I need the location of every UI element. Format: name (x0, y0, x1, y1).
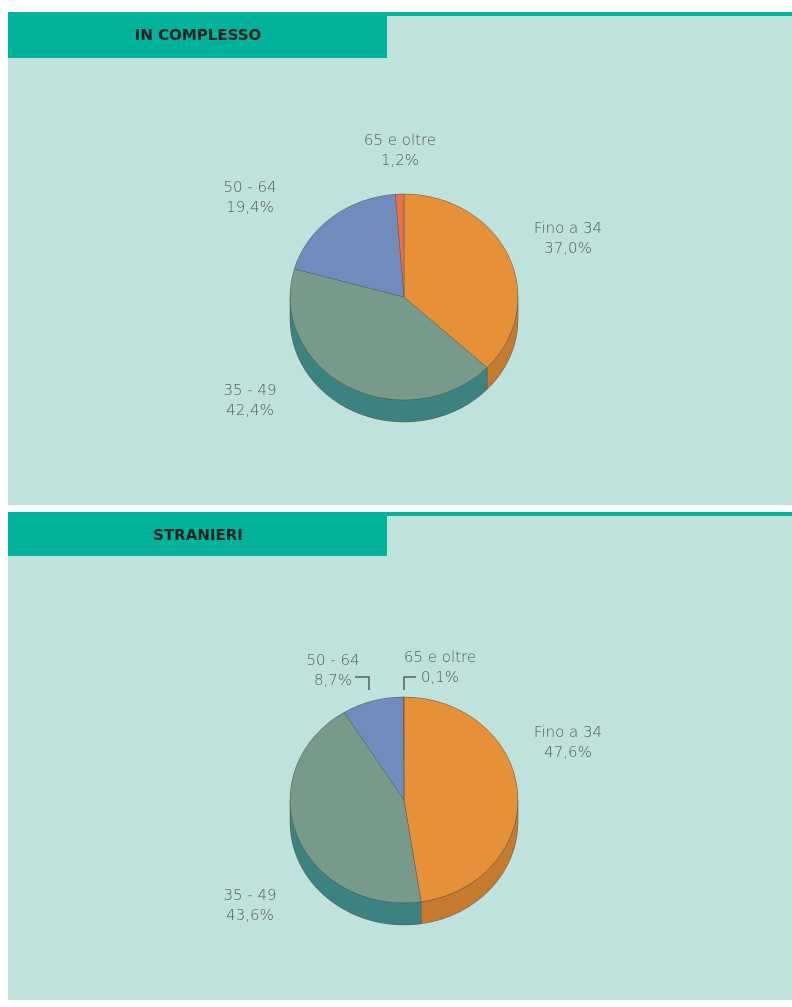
value-label: 47,6% (544, 743, 592, 761)
slice-label: Fino a 34 (534, 219, 602, 237)
value-label: 8,7% (314, 671, 352, 689)
slice-label: 65 e oltre (404, 648, 476, 666)
value-label: 1,2% (381, 151, 419, 169)
slice-label: Fino a 34 (534, 723, 602, 741)
pie-slice (395, 193, 405, 298)
panel-rule (8, 512, 792, 516)
pie-slice (403, 696, 405, 801)
panel-header (8, 12, 387, 58)
panel-rule (8, 12, 792, 16)
leader-line (355, 676, 370, 690)
value-label: 42,4% (226, 401, 274, 419)
value-label: 19,4% (226, 198, 274, 216)
pie-slice (289, 268, 488, 401)
value-label: 37,0% (544, 239, 592, 257)
value-label: 0,1% (421, 668, 459, 686)
slice-label: 65 e oltre (364, 131, 436, 149)
leader-line (403, 676, 416, 690)
slice-label: 35 - 49 (223, 886, 276, 904)
slice-label: 50 - 64 (306, 651, 359, 669)
pie-slice (403, 696, 519, 903)
chart-title: IN COMPLESSO (135, 26, 262, 44)
pie-slice (289, 712, 422, 904)
panel-header (8, 512, 387, 556)
chart-title: STRANIERI (153, 526, 243, 544)
slice-label: 50 - 64 (223, 178, 276, 196)
value-label: 43,6% (226, 906, 274, 924)
pie-slice (294, 194, 405, 298)
slice-label: 35 - 49 (223, 381, 276, 399)
pie-slice (403, 193, 519, 368)
